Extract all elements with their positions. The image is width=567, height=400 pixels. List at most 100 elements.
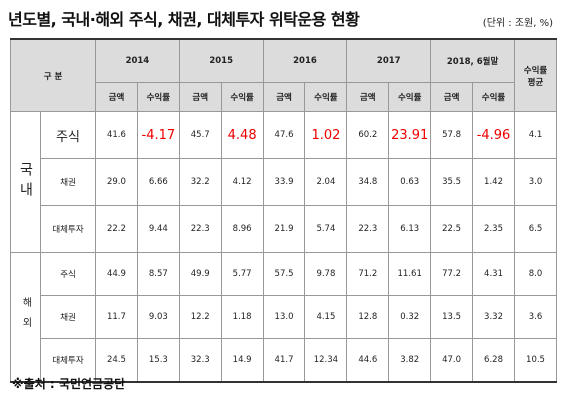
table-cell: 4.1 <box>514 111 557 159</box>
table-cell: 0.63 <box>388 158 432 206</box>
table-cell: 6.13 <box>388 205 432 253</box>
table-cell: 3.82 <box>388 338 432 383</box>
sub-header: 수익률 <box>220 82 264 112</box>
table-cell: 32.2 <box>178 158 222 206</box>
row-label: 대체투자 <box>39 338 97 383</box>
table-cell: 9.44 <box>136 205 180 253</box>
table-cell: 13.5 <box>430 295 474 339</box>
table-cell: 2.35 <box>472 205 515 253</box>
table-cell: 12.8 <box>346 295 390 339</box>
table-body: 국내 주식 41.6 -4.17 45.7 4.48 47.6 1.02 60.2 23.91 57… <box>10 111 557 383</box>
table-cell: 45.7 <box>178 111 222 159</box>
sub-header: 수익률 <box>136 82 180 112</box>
table-cell: 11.61 <box>388 252 432 296</box>
table-cell: 49.9 <box>178 252 222 296</box>
table-cell: 13.0 <box>262 295 306 339</box>
table-cell: 4.48 <box>220 111 264 159</box>
table-cell: 6.28 <box>472 338 515 383</box>
table-cell: 8.96 <box>220 205 264 253</box>
average-header: 수익률 평균 <box>514 38 557 112</box>
row-label: 채권 <box>39 158 97 206</box>
table-row: 채권 29.0 6.66 32.2 4.12 33.9 2.04 34.8 0.63 35.5 1.… <box>11 158 557 206</box>
table-cell: 12.34 <box>304 338 348 383</box>
table-row: 대체투자 22.2 9.44 22.3 8.96 21.9 5.74 22.3 6.13 22.5… <box>11 205 557 253</box>
table-cell: 33.9 <box>262 158 306 206</box>
table-cell: 60.2 <box>346 111 390 159</box>
sub-header: 금액 <box>346 82 390 112</box>
table-cell: 41.7 <box>262 338 306 383</box>
table-cell: 44.6 <box>346 338 390 383</box>
table-cell: 77.2 <box>430 252 474 296</box>
sub-header: 수익률 <box>472 82 515 112</box>
sub-header: 금액 <box>262 82 306 112</box>
table-cell: 34.8 <box>346 158 390 206</box>
table-cell: 22.2 <box>95 205 138 253</box>
table-cell: 35.5 <box>430 158 474 206</box>
table-cell: 4.31 <box>472 252 515 296</box>
table-cell: 22.5 <box>430 205 474 253</box>
table-cell: 23.91 <box>388 111 432 159</box>
average-header-line: 수익률 <box>523 65 548 76</box>
table-cell: 9.03 <box>136 295 180 339</box>
table-cell: 5.77 <box>220 252 264 296</box>
table-cell: 3.0 <box>514 158 557 206</box>
table-cell: 10.5 <box>514 338 557 383</box>
table-cell: 9.78 <box>304 252 348 296</box>
year-header: 2016 <box>262 38 348 83</box>
table-cell: 71.2 <box>346 252 390 296</box>
table-cell: 47.0 <box>430 338 474 383</box>
table-cell: -4.96 <box>472 111 515 159</box>
corner-header: 구 분 <box>9 38 97 112</box>
table-cell: 5.74 <box>304 205 348 253</box>
table-cell: 8.0 <box>514 252 557 296</box>
table-cell: 1.42 <box>472 158 515 206</box>
year-header: 2017 <box>346 38 432 83</box>
row-label: 주식 <box>39 111 97 159</box>
table-cell: 32.3 <box>178 338 222 383</box>
sub-header: 금액 <box>95 82 138 112</box>
table-header: 구 분 2014 2015 2016 2017 2018, 6월말 수익률 평균 금액 수익률 금액… <box>9 38 557 112</box>
table-cell: 57.5 <box>262 252 306 296</box>
title: 년도별, 국내·해외 주식, 채권, 대체투자 위탁운용 현황 <box>8 10 360 29</box>
table-row: 국내 주식 41.6 -4.17 45.7 4.48 47.6 1.02 60.2 23.91 57… <box>10 111 557 253</box>
table-cell: 15.3 <box>136 338 180 383</box>
year-header: 2014 <box>95 38 180 83</box>
row-label: 채권 <box>39 295 97 339</box>
year-header: 2015 <box>178 38 264 83</box>
sub-header: 금액 <box>178 82 222 112</box>
source: ※출처 : 국민연금공단 <box>12 377 126 391</box>
table-cell: 41.6 <box>95 111 138 159</box>
average-header-line: 평균 <box>527 77 544 88</box>
table-cell: 12.2 <box>178 295 222 339</box>
table-cell: 6.5 <box>514 205 557 253</box>
table-row: 해외 주식 44.9 8.57 49.9 5.77 57.5 9.78 71.2 11.61 77.… <box>10 252 557 383</box>
table-cell: 22.3 <box>178 205 222 253</box>
table-cell: 1.18 <box>220 295 264 339</box>
table-cell: 21.9 <box>262 205 306 253</box>
row-label: 대체투자 <box>39 205 97 253</box>
table-cell: 4.12 <box>220 158 264 206</box>
table-cell: -4.17 <box>136 111 180 159</box>
table-cell: 29.0 <box>95 158 138 206</box>
table-cell: 57.8 <box>430 111 474 159</box>
table-cell: 1.02 <box>304 111 348 159</box>
table-cell: 8.57 <box>136 252 180 296</box>
year-header: 2018, 6월말 <box>430 38 515 83</box>
table-cell: 3.32 <box>472 295 515 339</box>
table-cell: 44.9 <box>95 252 138 296</box>
table-cell: 2.04 <box>304 158 348 206</box>
table-cell: 0.32 <box>388 295 432 339</box>
unit: (단위 : 조원, %) <box>482 18 553 29</box>
sub-header: 수익률 <box>304 82 348 112</box>
table-cell: 11.7 <box>95 295 138 339</box>
region-label: 국내 <box>10 111 41 253</box>
table-cell: 22.3 <box>346 205 390 253</box>
sub-header: 수익률 <box>388 82 432 112</box>
sub-header: 금액 <box>430 82 474 112</box>
table: 구 분 2014 2015 2016 2017 2018, 6월말 수익률 평균 금액 수익률 금액… <box>9 38 557 383</box>
table-cell: 14.9 <box>220 338 264 383</box>
table-cell: 4.15 <box>304 295 348 339</box>
table-row: 채권 11.7 9.03 12.2 1.18 13.0 4.15 12.8 0.32 13.5 3.… <box>11 295 557 339</box>
region-label: 해외 <box>10 252 41 383</box>
